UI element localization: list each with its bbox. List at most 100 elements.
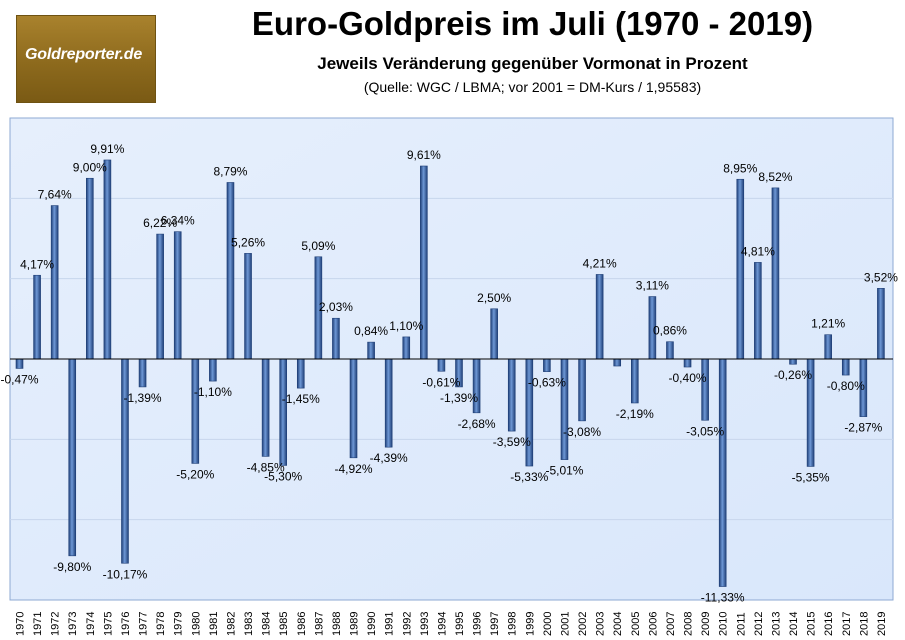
data-label: 7,64% — [38, 188, 72, 202]
bar — [437, 358, 446, 372]
x-tick-label: 1986 — [296, 612, 308, 636]
bar — [877, 288, 885, 360]
x-tick-label: 1973 — [67, 612, 79, 636]
bar — [595, 274, 604, 360]
data-label: -5,33% — [510, 470, 548, 484]
x-tick-label: 2005 — [630, 612, 642, 636]
data-label: -4,92% — [335, 462, 373, 476]
bar — [349, 358, 358, 459]
x-tick-label: 2012 — [753, 612, 765, 636]
bar — [701, 358, 709, 421]
data-label: -10,17% — [103, 567, 148, 581]
bar — [33, 274, 41, 360]
data-label: -4,39% — [370, 451, 408, 465]
x-tick-label: 1998 — [507, 612, 519, 636]
data-label: 1,10% — [389, 319, 423, 333]
x-tick-label: 1992 — [401, 612, 413, 636]
chart-title: Euro-Goldpreis im Juli (1970 - 2019) — [251, 5, 814, 42]
bar — [613, 358, 622, 367]
x-tick-label: 2019 — [876, 612, 888, 636]
x-tick-label: 2004 — [612, 612, 624, 636]
x-tick-label: 2009 — [700, 612, 712, 636]
data-label: 9,91% — [90, 142, 124, 156]
x-tick-label: 1985 — [278, 612, 290, 636]
data-label: -2,68% — [458, 417, 496, 431]
x-tick-label: 1970 — [15, 612, 27, 636]
data-label: 6,34% — [161, 214, 195, 228]
bar — [138, 358, 147, 388]
bar — [736, 178, 745, 360]
x-tick-label: 1991 — [384, 612, 396, 636]
data-label: -0,61% — [422, 375, 460, 389]
bar — [68, 358, 77, 557]
bar — [191, 358, 200, 464]
data-label: 8,95% — [723, 161, 757, 175]
data-label: 9,00% — [73, 160, 107, 174]
x-tick-label: 1976 — [120, 612, 132, 636]
x-tick-label: 1979 — [173, 612, 185, 636]
bar — [367, 341, 375, 360]
data-label: -2,19% — [616, 407, 654, 421]
goldreporter-logo: Goldreporter.de — [16, 15, 156, 103]
bar — [490, 308, 498, 360]
bar — [578, 358, 586, 422]
bar — [402, 336, 411, 360]
data-label: -9,80% — [53, 560, 91, 574]
data-label: 8,79% — [213, 164, 247, 178]
bar — [15, 358, 24, 369]
x-tick-label: 2015 — [806, 612, 818, 636]
bar — [209, 358, 217, 382]
x-tick-label: 2000 — [542, 612, 554, 636]
data-label: -1,10% — [194, 385, 232, 399]
data-label: -5,01% — [545, 464, 583, 478]
bar — [261, 358, 270, 457]
x-tick-label: 2002 — [577, 612, 589, 636]
x-tick-label: 1980 — [190, 612, 202, 636]
x-tick-label: 1972 — [50, 612, 62, 636]
data-label: 5,09% — [301, 239, 335, 253]
data-label: 1,21% — [811, 317, 845, 331]
data-label: 9,61% — [407, 148, 441, 162]
x-tick-label: 2003 — [595, 612, 607, 636]
data-label: -3,08% — [563, 425, 601, 439]
data-label: 2,03% — [319, 300, 353, 314]
data-label: 3,11% — [636, 279, 669, 293]
bar — [718, 358, 727, 587]
bar — [754, 262, 762, 360]
data-label: 5,26% — [231, 235, 265, 249]
data-label: -4,85% — [247, 460, 285, 474]
data-label: -0,47% — [0, 372, 38, 386]
x-tick-label: 1988 — [331, 612, 343, 636]
data-label: -1,39% — [124, 391, 162, 405]
x-tick-label: 2014 — [788, 612, 800, 636]
bar — [173, 231, 182, 360]
bar — [332, 317, 340, 360]
logo-text: Goldreporter.de — [25, 46, 143, 63]
data-label: -0,40% — [669, 371, 707, 385]
data-label: -1,39% — [440, 391, 478, 405]
data-label: 0,84% — [354, 324, 388, 338]
bar — [384, 358, 393, 448]
x-tick-label: 2016 — [823, 612, 835, 636]
bar — [666, 341, 674, 360]
x-tick-label: 1977 — [138, 612, 150, 636]
data-label: -0,63% — [528, 376, 566, 390]
data-label: 4,21% — [583, 256, 617, 270]
bar — [560, 358, 569, 460]
x-tick-label: 1996 — [472, 612, 484, 636]
bar — [630, 358, 639, 404]
bar — [121, 358, 129, 564]
data-label: -11,33% — [701, 591, 745, 605]
x-tick-label: 1990 — [366, 612, 378, 636]
data-label: -5,30% — [264, 469, 302, 483]
chart-subtitle: Jeweils Veränderung gegenüber Vormonat i… — [317, 54, 748, 73]
bar — [226, 182, 235, 360]
x-tick-label: 2017 — [841, 612, 853, 636]
data-label: -3,05% — [686, 424, 724, 438]
data-label: -0,26% — [774, 368, 812, 382]
bar — [543, 358, 551, 372]
bar — [50, 205, 59, 360]
bar — [771, 187, 780, 360]
x-tick-label: 1975 — [102, 612, 114, 636]
